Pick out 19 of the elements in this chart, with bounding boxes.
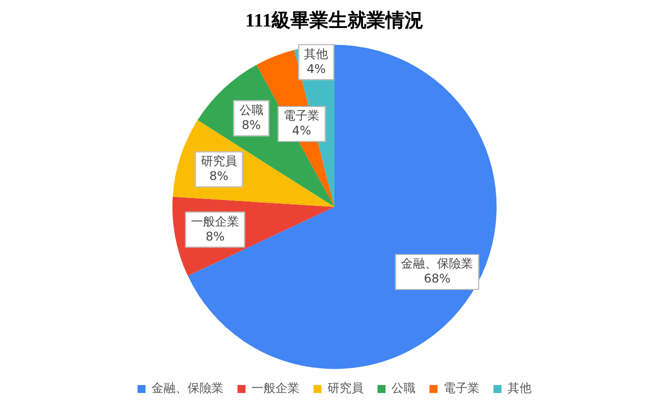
slice-label: 公職: [239, 102, 264, 117]
chart-title: 111級畢業生就業情況: [245, 9, 424, 32]
slice-label: 研究員: [200, 154, 237, 168]
slice-label: 金融、保險業: [401, 256, 474, 271]
legend-label: 電子業: [444, 381, 480, 396]
data-label: 4%: [306, 62, 326, 76]
data-label: 8%: [206, 229, 225, 244]
slice-label: 電子業: [284, 108, 320, 123]
slice-label: 其他: [304, 46, 328, 61]
data-label: 4%: [292, 124, 312, 138]
legend-label: 研究員: [328, 381, 364, 396]
legend-label: 其他: [508, 381, 532, 396]
legend-label: 公職: [392, 381, 416, 396]
slice-label: 一般企業: [191, 214, 240, 228]
legend-label: 一般企業: [252, 381, 300, 396]
legend-label: 金融、保險業: [152, 381, 224, 396]
data-label: 8%: [209, 168, 228, 183]
data-label: 8%: [242, 118, 261, 132]
data-label: 68%: [424, 272, 450, 286]
